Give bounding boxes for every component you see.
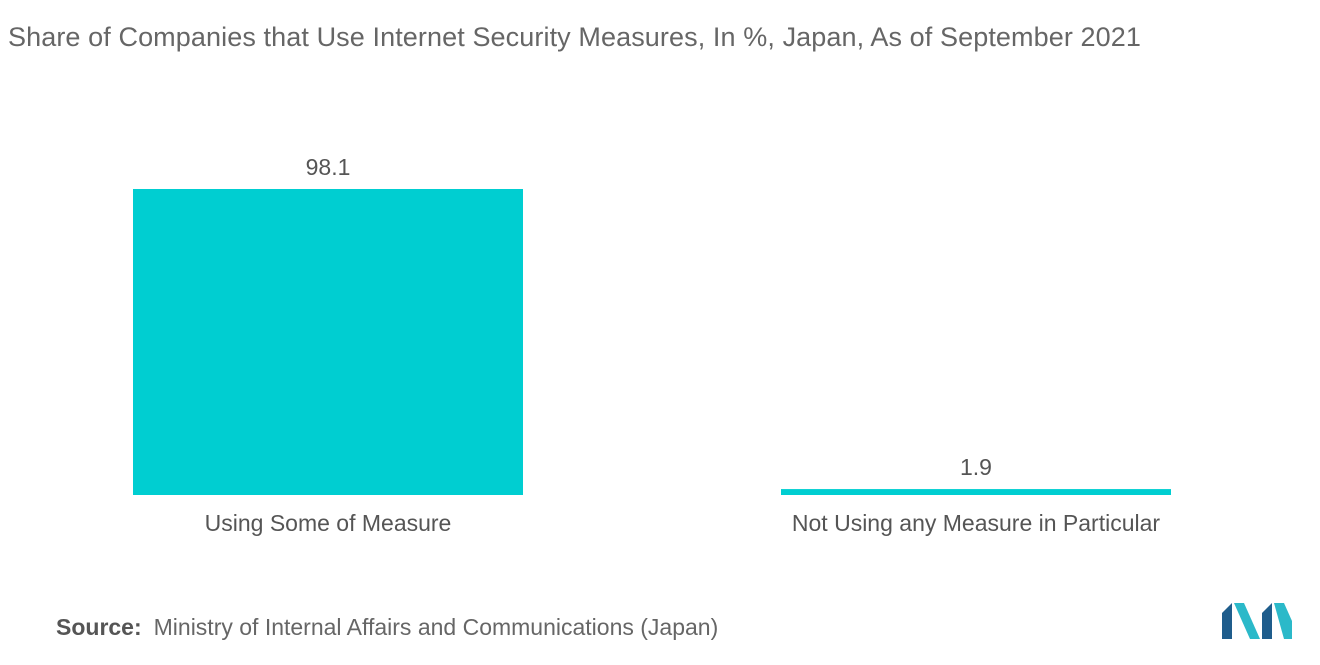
- bar-value-label-2: 1.9: [960, 454, 992, 480]
- logo-right-stroke: [1262, 603, 1272, 639]
- bar-value-label-1: 98.1: [306, 154, 351, 180]
- bar-2: [781, 489, 1171, 495]
- bars-group: 98.1 Using Some of Measure 1.9 Not Using an…: [133, 154, 1171, 536]
- logo-tail-stroke: [1274, 603, 1292, 639]
- bar-1: [133, 189, 523, 495]
- source-line: Source: Ministry of Internal Affairs and …: [56, 614, 718, 641]
- logo-middle-stroke: [1234, 603, 1260, 639]
- source-label: Source:: [56, 614, 142, 640]
- logo-left-stroke: [1222, 603, 1232, 639]
- bar-chart: 98.1 Using Some of Measure 1.9 Not Using an…: [133, 154, 1171, 536]
- chart-title: Share of Companies that Use Internet Sec…: [8, 22, 1142, 52]
- brand-logo-icon: [1222, 603, 1292, 639]
- category-label-1: Using Some of Measure: [205, 510, 452, 536]
- source-text: Ministry of Internal Affairs and Communi…: [153, 614, 719, 640]
- category-label-2: Not Using any Measure in Particular: [792, 510, 1160, 536]
